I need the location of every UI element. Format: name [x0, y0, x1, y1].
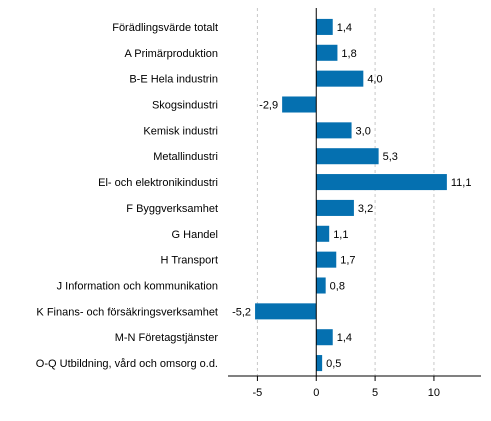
value-label-11: -5,2	[232, 306, 251, 318]
x-tick-label-2: 5	[372, 387, 378, 399]
value-label-7: 3,2	[358, 203, 373, 215]
category-label-8: G Handel	[172, 229, 218, 241]
value-label-2: 4,0	[367, 74, 382, 86]
category-label-0: Förädlingsvärde totalt	[112, 22, 218, 34]
grid-layer	[256, 8, 435, 376]
value-label-4: 3,0	[356, 125, 371, 137]
x-tick-label-1: 0	[313, 387, 319, 399]
value-label-0: 1,4	[337, 22, 352, 34]
category-label-3: Skogsindustri	[152, 100, 218, 112]
bar-7	[316, 199, 354, 216]
bar-11	[255, 303, 317, 320]
bar-5	[316, 148, 379, 165]
value-label-3: -2,9	[259, 100, 278, 112]
bar-1	[316, 44, 338, 61]
bar-0	[316, 18, 333, 35]
bar-12	[316, 329, 333, 346]
bar-8	[316, 225, 330, 242]
bar-4	[316, 122, 352, 139]
bar-6	[316, 174, 447, 191]
bar-layer	[255, 18, 447, 372]
category-label-5: Metallindustri	[153, 151, 218, 163]
axis-layer	[228, 8, 481, 381]
value-label-9: 1,7	[340, 255, 355, 267]
category-label-7: F Byggverksamhet	[126, 203, 218, 215]
x-tick-label-0: -5	[253, 387, 263, 399]
label-layer: -5 0 5 10 Förädlingsvärde totalt 1,4 A Primärp…	[36, 22, 472, 399]
bar-9	[316, 251, 337, 268]
category-label-4: Kemisk industri	[143, 125, 218, 137]
value-label-13: 0,5	[326, 358, 341, 370]
category-label-9: H Transport	[161, 255, 218, 267]
value-label-1: 1,8	[341, 48, 356, 60]
bar-13	[316, 355, 323, 372]
category-label-11: K Finans- och försäkringsverksamhet	[36, 306, 218, 318]
value-label-6: 11,1	[451, 177, 472, 189]
category-label-2: B-E Hela industrin	[129, 74, 218, 86]
bar-3	[282, 96, 317, 113]
value-label-10: 0,8	[330, 281, 345, 293]
value-label-5: 5,3	[383, 151, 398, 163]
bar-10	[316, 277, 326, 294]
value-label-12: 1,4	[337, 332, 352, 344]
category-label-1: A Primärproduktion	[124, 48, 218, 60]
category-label-10: J Information och kommunikation	[57, 281, 218, 293]
category-label-6: El- och elektronikindustri	[98, 177, 218, 189]
value-label-8: 1,1	[333, 229, 348, 241]
bar-2	[316, 70, 364, 87]
x-tick-label-3: 10	[428, 387, 440, 399]
category-label-12: M-N Företagstjänster	[115, 332, 219, 344]
category-label-13: O-Q Utbildning, vård och omsorg o.d.	[36, 358, 218, 370]
